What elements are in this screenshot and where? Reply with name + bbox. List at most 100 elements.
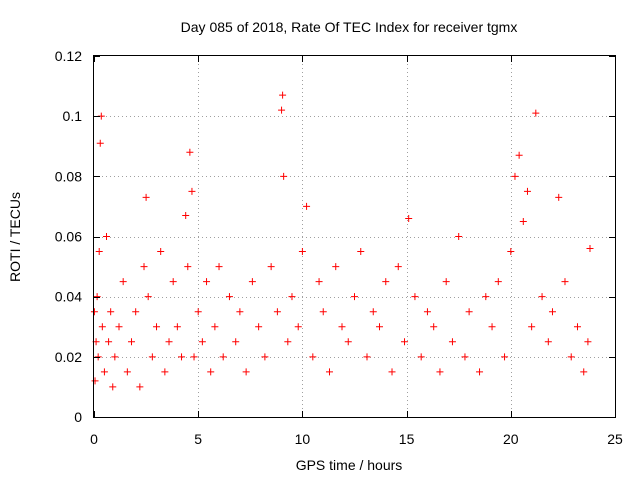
data-point bbox=[173, 323, 181, 331]
data-point bbox=[515, 151, 523, 159]
data-point bbox=[394, 263, 402, 271]
data-point bbox=[288, 293, 296, 301]
data-point bbox=[232, 338, 240, 346]
data-point bbox=[567, 353, 575, 361]
data-point bbox=[332, 263, 340, 271]
data-point bbox=[280, 172, 288, 180]
data-point bbox=[178, 353, 186, 361]
y-tick-label: 0 bbox=[74, 409, 82, 425]
data-point bbox=[519, 217, 527, 225]
data-point bbox=[95, 248, 103, 256]
data-point bbox=[476, 368, 484, 376]
x-tick-label: 10 bbox=[295, 431, 311, 447]
data-point bbox=[123, 368, 131, 376]
data-point bbox=[248, 278, 256, 286]
y-tick-label: 0.1 bbox=[63, 108, 83, 124]
data-point bbox=[532, 109, 540, 117]
data-point bbox=[298, 248, 306, 256]
y-axis-label: ROTI / TECUs bbox=[7, 192, 23, 282]
data-point bbox=[357, 248, 365, 256]
data-point bbox=[100, 368, 108, 376]
data-point bbox=[284, 338, 292, 346]
data-point bbox=[523, 187, 531, 195]
data-point bbox=[188, 187, 196, 195]
x-tick-label: 20 bbox=[503, 431, 519, 447]
data-point bbox=[103, 233, 111, 240]
data-point bbox=[153, 323, 161, 331]
data-point bbox=[211, 323, 219, 331]
data-point bbox=[98, 323, 106, 331]
data-point bbox=[186, 148, 194, 156]
data-point bbox=[344, 338, 352, 346]
x-axis-label: GPS time / hours bbox=[296, 457, 403, 473]
data-point bbox=[294, 323, 302, 331]
data-point bbox=[136, 383, 144, 391]
x-tick-label: 5 bbox=[194, 431, 202, 447]
data-point bbox=[194, 308, 202, 316]
data-point bbox=[93, 293, 101, 301]
data-point bbox=[119, 278, 127, 286]
data-point bbox=[105, 338, 113, 346]
data-point bbox=[338, 323, 346, 331]
data-point bbox=[538, 293, 546, 301]
data-point bbox=[142, 193, 150, 201]
data-point bbox=[417, 353, 425, 361]
data-point bbox=[255, 323, 263, 331]
data-point bbox=[203, 278, 211, 286]
data-point bbox=[369, 308, 377, 316]
data-point bbox=[225, 293, 233, 301]
data-point bbox=[584, 338, 592, 346]
data-point bbox=[388, 368, 396, 376]
data-point bbox=[161, 368, 169, 376]
data-point bbox=[128, 338, 136, 346]
x-tick-label: 25 bbox=[607, 431, 623, 447]
data-point bbox=[436, 368, 444, 376]
data-point bbox=[382, 278, 390, 286]
data-point bbox=[351, 293, 358, 301]
data-point bbox=[94, 353, 102, 361]
data-point bbox=[448, 338, 456, 346]
data-point bbox=[267, 263, 275, 271]
y-tick-label: 0.12 bbox=[55, 48, 82, 64]
data-point bbox=[144, 293, 152, 301]
data-point bbox=[455, 233, 463, 240]
data-point bbox=[190, 353, 198, 361]
y-tick-label: 0.06 bbox=[55, 229, 82, 245]
data-point bbox=[586, 245, 594, 253]
data-point bbox=[405, 214, 413, 222]
data-point bbox=[215, 263, 223, 271]
data-point bbox=[488, 323, 496, 331]
y-tick-label: 0.04 bbox=[55, 289, 82, 305]
y-tick-label: 0.02 bbox=[55, 349, 82, 365]
data-point bbox=[261, 353, 269, 361]
data-point bbox=[278, 106, 286, 114]
y-tick-label: 0.08 bbox=[55, 168, 82, 184]
data-point bbox=[165, 338, 173, 346]
data-point bbox=[182, 211, 190, 219]
data-point bbox=[91, 377, 99, 385]
data-point bbox=[461, 353, 469, 361]
data-point bbox=[411, 293, 419, 301]
data-point bbox=[109, 383, 117, 391]
data-point bbox=[494, 278, 502, 286]
data-point bbox=[303, 202, 311, 210]
data-point bbox=[111, 353, 119, 361]
data-point bbox=[501, 353, 509, 361]
x-tick-label: 0 bbox=[90, 431, 98, 447]
data-point bbox=[140, 263, 148, 271]
data-point bbox=[573, 323, 581, 331]
data-point bbox=[198, 338, 206, 346]
data-point bbox=[148, 353, 156, 361]
data-point bbox=[555, 193, 563, 201]
data-point bbox=[315, 278, 323, 286]
data-point bbox=[507, 248, 515, 256]
data-point bbox=[319, 308, 327, 316]
data-point bbox=[528, 323, 536, 331]
data-point bbox=[544, 338, 552, 346]
data-point bbox=[482, 293, 490, 301]
data-point bbox=[548, 308, 556, 316]
data-point bbox=[511, 172, 519, 180]
data-point bbox=[325, 368, 333, 376]
